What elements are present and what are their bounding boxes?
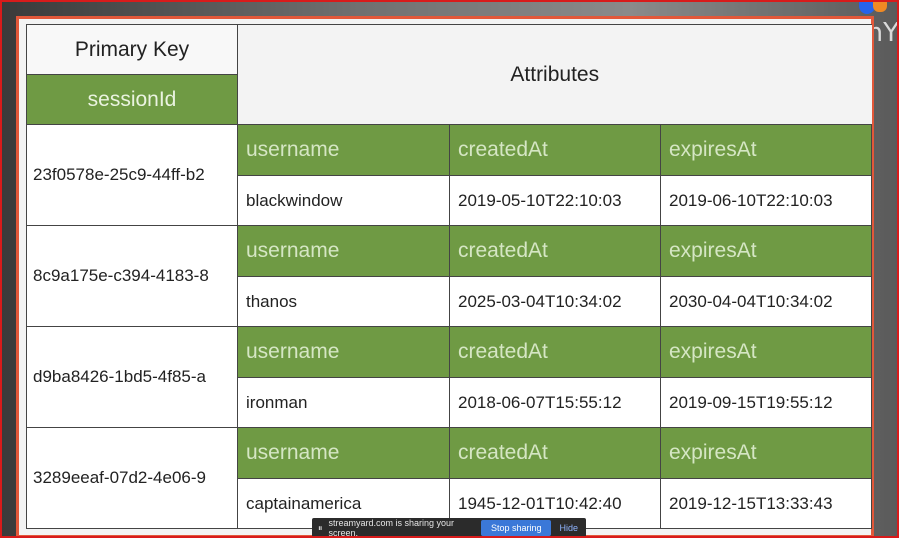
expiresat-value: 2030-04-04T10:34:02 xyxy=(660,276,872,327)
attribute-name-createdat: createdAt xyxy=(449,326,661,378)
avatar-icon xyxy=(859,0,887,14)
createdat-value: 2019-05-10T22:10:03 xyxy=(449,175,661,226)
username-value: ironman xyxy=(237,377,450,428)
createdat-value: 2018-06-07T15:55:12 xyxy=(449,377,661,428)
attribute-name-createdat: createdAt xyxy=(449,427,661,479)
sharing-message: streamyard.com is sharing your screen. xyxy=(328,518,455,538)
attribute-name-expiresat: expiresAt xyxy=(660,225,872,277)
attribute-name-createdat: createdAt xyxy=(449,225,661,277)
attribute-name-username: username xyxy=(237,124,450,176)
attribute-name-username: username xyxy=(237,225,450,277)
expiresat-value: 2019-06-10T22:10:03 xyxy=(660,175,872,226)
expiresat-value: 2019-12-15T13:33:43 xyxy=(660,478,872,529)
drag-handle-icon[interactable]: ⏸ xyxy=(318,522,323,533)
username-value: thanos xyxy=(237,276,450,327)
partition-key-name: sessionId xyxy=(26,74,238,125)
screen-sharing-bar: ⏸ streamyard.com is sharing your screen.… xyxy=(312,518,586,538)
attribute-name-username: username xyxy=(237,427,450,479)
attribute-name-expiresat: expiresAt xyxy=(660,124,872,176)
username-value: blackwindow xyxy=(237,175,450,226)
dynamodb-table: Primary Key Attributes sessionId 23f0578… xyxy=(26,24,872,529)
session-id-cell: 3289eeaf-07d2-4e06-9 xyxy=(26,427,238,529)
attributes-header: Attributes xyxy=(237,24,872,125)
attribute-name-expiresat: expiresAt xyxy=(660,427,872,479)
attribute-name-expiresat: expiresAt xyxy=(660,326,872,378)
expiresat-value: 2019-09-15T19:55:12 xyxy=(660,377,872,428)
hide-button[interactable]: Hide xyxy=(559,523,578,533)
attribute-name-username: username xyxy=(237,326,450,378)
createdat-value: 2025-03-04T10:34:02 xyxy=(449,276,661,327)
attribute-name-createdat: createdAt xyxy=(449,124,661,176)
primary-key-header: Primary Key xyxy=(26,24,238,75)
session-id-cell: 8c9a175e-c394-4183-8 xyxy=(26,225,238,327)
session-id-cell: 23f0578e-25c9-44ff-b2 xyxy=(26,124,238,226)
stop-sharing-button[interactable]: Stop sharing xyxy=(480,520,552,536)
session-id-cell: d9ba8426-1bd5-4f85-a xyxy=(26,326,238,428)
